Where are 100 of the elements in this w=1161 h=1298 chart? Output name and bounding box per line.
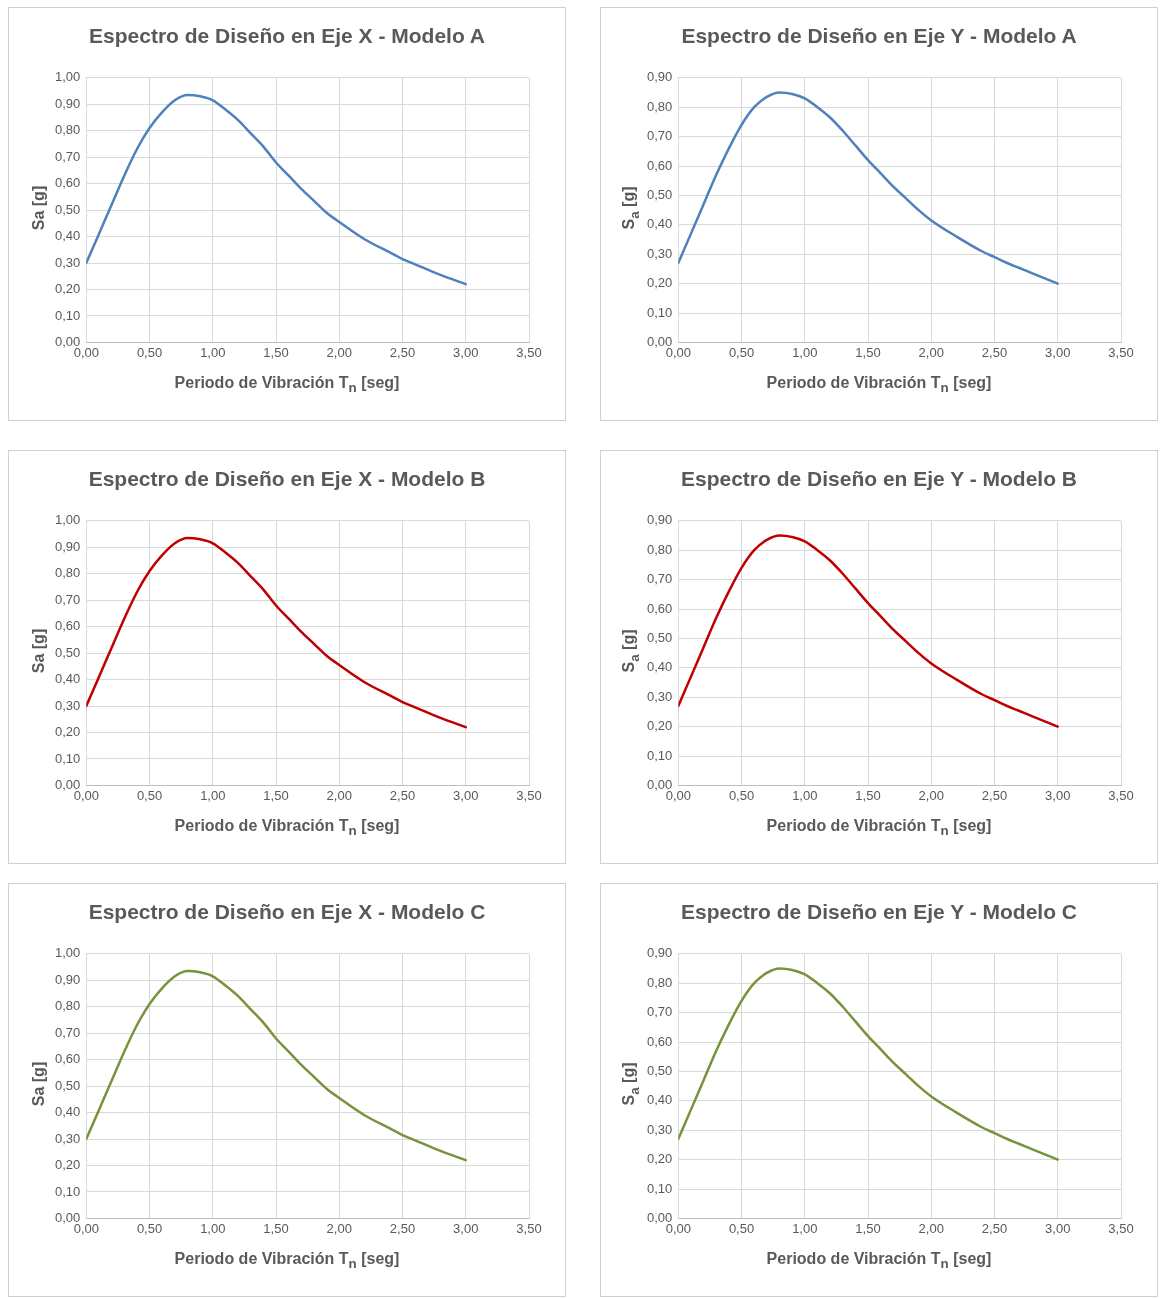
x-tick-label: 2,00 — [326, 344, 352, 360]
y-tick-label: 0,00 — [646, 776, 673, 792]
y-tick-label: 0,40 — [54, 1104, 81, 1120]
y-tick-label: 0,80 — [646, 541, 673, 557]
x-tick-label: 3,50 — [516, 787, 542, 803]
x-tick-label: 1,50 — [855, 344, 881, 360]
y-tick-label: 0,90 — [646, 69, 673, 85]
x-axis-title: Periodo de Vibración T$_{n}$ [seg] — [173, 817, 401, 839]
x-tick-label: 0,50 — [136, 344, 163, 360]
x-tick-label: 1,50 — [263, 344, 289, 360]
line-series — [86, 536, 468, 729]
y-tick-label: 0,60 — [646, 157, 673, 173]
x-tick-label: 3,00 — [1045, 787, 1071, 803]
y-tick-label: 0,40 — [646, 216, 673, 232]
line-series — [678, 534, 1060, 728]
x-tick-label: 0,50 — [728, 344, 755, 360]
y-tick-label: 0,00 — [646, 1209, 673, 1225]
x-axis-title: Periodo de Vibración T$_{n}$ [seg] — [765, 374, 993, 396]
x-tick-label: 1,50 — [263, 787, 289, 803]
y-tick-label: 0,70 — [646, 128, 673, 144]
y-tick-label: 1,00 — [54, 69, 81, 85]
x-tick-label: 1,50 — [263, 1220, 289, 1236]
y-tick-label: 1,00 — [54, 945, 81, 961]
y-tick-label: 0,50 — [54, 644, 81, 660]
line-series — [678, 91, 1060, 285]
y-tick-label: 0,70 — [54, 148, 81, 164]
y-tick-label: 0,10 — [54, 750, 81, 766]
x-tick-label: 3,50 — [516, 344, 542, 360]
y-tick-label: 0,20 — [646, 1151, 673, 1167]
y-tick-label: 0,70 — [646, 571, 673, 587]
y-tick-label: 0,20 — [646, 275, 673, 291]
x-tick-label: 3,50 — [516, 1220, 542, 1236]
y-tick-label: 0,20 — [646, 718, 673, 734]
y-tick-label: 0,10 — [646, 1180, 673, 1196]
x-tick-label: 3,50 — [1108, 1220, 1134, 1236]
y-tick-label: 0,60 — [54, 175, 81, 191]
y-tick-label: 0,70 — [54, 1024, 81, 1040]
y-tick-label: 0,30 — [646, 688, 673, 704]
y-tick-label: 0,60 — [646, 600, 673, 616]
y-tick-label: 0,30 — [646, 245, 673, 261]
y-tick-label: 0,40 — [646, 659, 673, 675]
y-axis-title: Sa [g] — [30, 628, 48, 674]
y-tick-label: 0,60 — [54, 618, 81, 634]
x-axis-title: Periodo de Vibración T$_{n}$ [seg] — [765, 1250, 993, 1272]
line-series — [678, 967, 1060, 1161]
y-tick-label: 0,20 — [54, 724, 81, 740]
x-axis-title: Periodo de Vibración T$_{n}$ [seg] — [765, 817, 993, 839]
chart-title: Espectro de Diseño en Eje X - Modelo C — [87, 900, 487, 924]
y-tick-label: 0,30 — [54, 1130, 81, 1146]
y-tick-label: 0,90 — [54, 95, 81, 111]
y-tick-label: 0,10 — [646, 747, 673, 763]
chart-title: Espectro de Diseño en Eje Y - Modelo A — [680, 24, 1078, 48]
x-tick-label: 2,50 — [389, 787, 416, 803]
y-tick-label: 0,60 — [54, 1051, 81, 1067]
y-tick-label: 0,90 — [646, 512, 673, 528]
x-tick-label: 1,00 — [792, 1220, 818, 1236]
y-tick-label: 0,40 — [646, 1092, 673, 1108]
y-tick-label: 0,30 — [54, 254, 81, 270]
chart-title: Espectro de Diseño en Eje X - Modelo A — [88, 24, 486, 48]
y-tick-label: 0,20 — [54, 281, 81, 297]
y-tick-label: 0,30 — [54, 697, 81, 713]
y-tick-label: 0,10 — [646, 304, 673, 320]
y-tick-label: 0,80 — [646, 974, 673, 990]
y-tick-label: 1,00 — [54, 512, 81, 528]
y-tick-label: 0,00 — [646, 333, 673, 349]
y-tick-label: 0,40 — [54, 228, 81, 244]
chart-title: Espectro de Diseño en Eje Y - Modelo B — [680, 467, 1078, 491]
x-tick-label: 2,50 — [981, 787, 1008, 803]
x-tick-label: 3,00 — [453, 344, 479, 360]
y-tick-label: 0,00 — [54, 1209, 81, 1225]
x-tick-label: 2,00 — [918, 787, 944, 803]
x-tick-label: 3,00 — [1045, 1220, 1071, 1236]
x-tick-label: 2,00 — [918, 344, 944, 360]
x-tick-label: 3,50 — [1108, 344, 1134, 360]
y-tick-label: 0,90 — [54, 971, 81, 987]
y-tick-label: 0,00 — [54, 776, 81, 792]
line-series — [86, 93, 468, 286]
x-tick-label: 0,50 — [728, 1220, 755, 1236]
y-tick-label: 0,50 — [646, 186, 673, 202]
y-tick-label: 0,70 — [54, 591, 81, 607]
y-tick-label: 0,80 — [54, 122, 81, 138]
x-tick-label: 2,50 — [389, 1220, 416, 1236]
y-tick-label: 0,80 — [646, 98, 673, 114]
x-tick-label: 2,50 — [981, 1220, 1008, 1236]
x-axis-title: Periodo de Vibración T$_{n}$ [seg] — [173, 374, 401, 396]
x-tick-label: 1,00 — [200, 1220, 226, 1236]
y-tick-label: 0,30 — [646, 1121, 673, 1137]
y-tick-label: 0,50 — [54, 201, 81, 217]
x-tick-label: 1,00 — [200, 787, 226, 803]
y-tick-label: 0,60 — [646, 1033, 673, 1049]
x-axis-title: Periodo de Vibración T$_{n}$ [seg] — [173, 1250, 401, 1272]
x-tick-label: 3,00 — [453, 1220, 479, 1236]
x-tick-label: 0,50 — [728, 787, 755, 803]
x-tick-label: 0,50 — [136, 787, 163, 803]
x-tick-label: 2,00 — [326, 1220, 352, 1236]
y-tick-label: 0,50 — [646, 1062, 673, 1078]
line-series — [86, 969, 468, 1162]
y-axis-title: Sa [g] — [30, 185, 48, 231]
x-tick-label: 1,00 — [200, 344, 226, 360]
y-tick-label: 0,10 — [54, 1183, 81, 1199]
